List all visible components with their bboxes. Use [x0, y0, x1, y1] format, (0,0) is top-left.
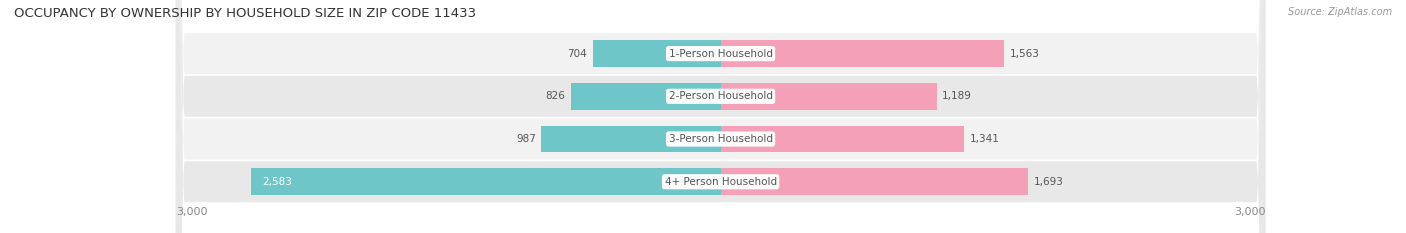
FancyBboxPatch shape	[176, 0, 1265, 233]
Text: OCCUPANCY BY OWNERSHIP BY HOUSEHOLD SIZE IN ZIP CODE 11433: OCCUPANCY BY OWNERSHIP BY HOUSEHOLD SIZE…	[14, 7, 477, 20]
Text: 3,000: 3,000	[1234, 207, 1265, 217]
Bar	[721, 168, 1028, 195]
Text: 3-Person Household: 3-Person Household	[669, 134, 772, 144]
Text: Source: ZipAtlas.com: Source: ZipAtlas.com	[1288, 7, 1392, 17]
Text: 987: 987	[516, 134, 536, 144]
Bar	[721, 83, 936, 110]
Text: 2,583: 2,583	[263, 177, 292, 187]
Bar	[721, 40, 1004, 67]
Text: 1,189: 1,189	[942, 91, 972, 101]
Text: 4+ Person Household: 4+ Person Household	[665, 177, 776, 187]
Text: 704: 704	[568, 49, 588, 58]
Text: 3,000: 3,000	[176, 207, 207, 217]
Text: 1-Person Household: 1-Person Household	[669, 49, 772, 58]
Bar	[252, 168, 721, 195]
FancyBboxPatch shape	[176, 0, 1265, 233]
Bar	[541, 126, 721, 152]
Bar	[571, 83, 721, 110]
Text: 1,693: 1,693	[1033, 177, 1063, 187]
Text: 1,563: 1,563	[1010, 49, 1040, 58]
Text: 1,341: 1,341	[970, 134, 1000, 144]
Text: 2-Person Household: 2-Person Household	[669, 91, 772, 101]
Bar	[593, 40, 721, 67]
FancyBboxPatch shape	[176, 0, 1265, 233]
Bar	[721, 126, 965, 152]
Text: 826: 826	[546, 91, 565, 101]
FancyBboxPatch shape	[176, 0, 1265, 233]
